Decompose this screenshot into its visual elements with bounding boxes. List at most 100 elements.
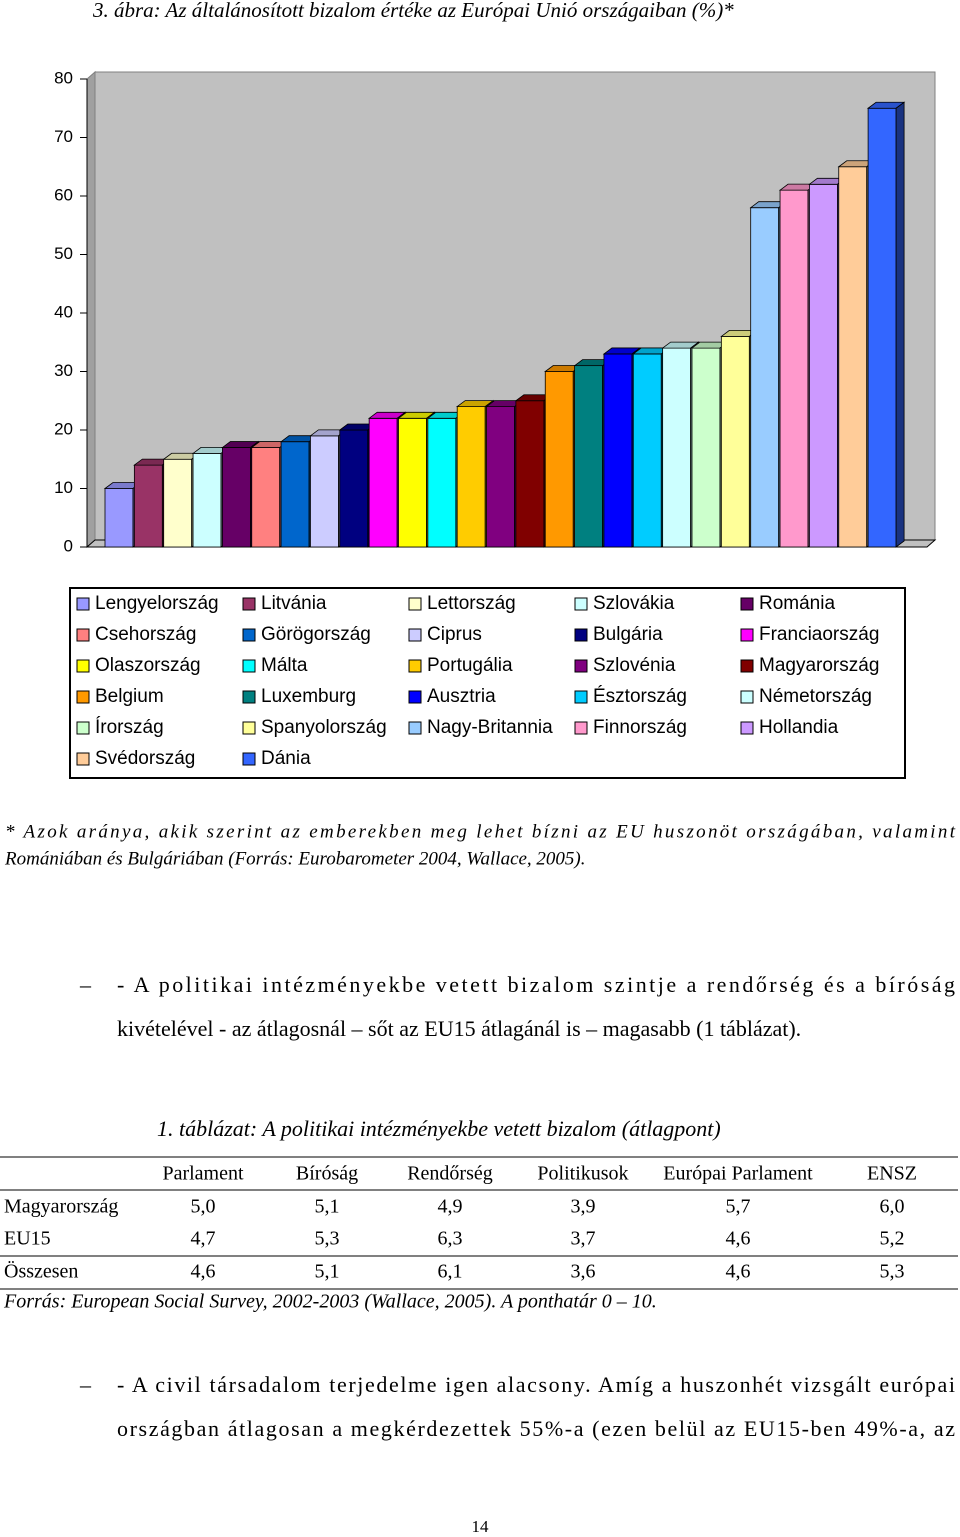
chart-title: 3. ábra: Az általánosított bizalom érték… <box>92 0 734 22</box>
legend-swatch <box>574 721 588 735</box>
legend-swatch <box>76 721 90 735</box>
legend-swatch <box>740 690 754 704</box>
bar <box>867 107 897 548</box>
table-cell: 5,2 <box>880 1228 905 1250</box>
bar <box>574 365 603 548</box>
note: * Azok aránya, akik szerint az emberekbe… <box>4 821 956 869</box>
legend-swatch <box>76 752 90 766</box>
table-cell: 5,7 <box>726 1196 751 1218</box>
bar <box>632 353 662 548</box>
y-tick-label: 70 <box>54 127 73 146</box>
legend-swatch <box>574 628 588 642</box>
bar <box>691 347 721 548</box>
y-tick-label: 50 <box>54 244 73 263</box>
paragraph-line: - A civil társadalom terjedelme igen ala… <box>117 1372 955 1397</box>
row-label: EU15 <box>4 1228 51 1250</box>
bar <box>809 183 838 548</box>
y-tick-label: 60 <box>54 185 73 204</box>
y-tick-label: 30 <box>54 361 73 380</box>
legend-label: Magyarország <box>759 655 879 676</box>
bar <box>251 447 281 548</box>
bar <box>104 488 134 548</box>
row-label: Összesen <box>4 1260 78 1283</box>
paragraph: – - A civil társadalom terjedelme igen a… <box>79 1372 955 1441</box>
bar <box>750 207 780 548</box>
bar <box>221 447 251 548</box>
bar <box>133 464 163 548</box>
legend-swatch <box>740 659 754 673</box>
bar <box>339 429 369 548</box>
paragraph-line: kivételével - az átlagosnál – sőt az EU1… <box>117 1016 801 1041</box>
legend-swatch <box>242 752 256 766</box>
y-tick-label: 0 <box>64 536 73 555</box>
legend-label: Finnország <box>593 717 687 738</box>
table-cell: 4,7 <box>191 1228 216 1250</box>
legend-swatch <box>408 659 422 673</box>
table-header: Rendőrség <box>407 1163 493 1185</box>
bar <box>544 371 574 548</box>
bar <box>838 166 868 548</box>
legend-label: Dánia <box>261 748 311 769</box>
legend-swatch <box>408 628 422 642</box>
legend-label: Németország <box>759 686 872 707</box>
bar <box>486 406 515 548</box>
legend-label: Lengyelország <box>95 593 219 614</box>
note-line: Romániában és Bulgáriában (Forrás: Eurob… <box>4 848 586 869</box>
table-header: Európai Parlament <box>663 1163 813 1185</box>
table-cell: 6,3 <box>438 1228 463 1250</box>
legend-label: Franciaország <box>759 624 879 645</box>
table-header: Bíróság <box>296 1163 358 1185</box>
table-cell: 4,6 <box>726 1261 751 1283</box>
table-header: Politikusok <box>537 1163 628 1185</box>
legend-label: Spanyolország <box>261 717 387 738</box>
table: 1. táblázat: A politikai intézményekbe v… <box>0 1116 958 1313</box>
table-cell: 4,6 <box>191 1261 216 1283</box>
legend-swatch <box>408 721 422 735</box>
legend-swatch <box>408 597 422 611</box>
legend-label: Észtország <box>593 686 687 707</box>
legend-swatch <box>740 597 754 611</box>
legend-swatch <box>242 659 256 673</box>
paragraph-line: - A politikai intézményekbe vetett bizal… <box>117 972 955 997</box>
table-cell: 4,9 <box>438 1196 463 1218</box>
bar <box>310 435 339 548</box>
y-tick-label: 20 <box>54 419 73 438</box>
legend-label: Svédország <box>95 748 195 769</box>
paragraph: – - A politikai intézményekbe vetett biz… <box>79 972 955 1041</box>
side-wall <box>86 70 96 549</box>
legend-label: Hollandia <box>759 717 839 738</box>
bar <box>427 417 457 548</box>
legend <box>69 587 906 779</box>
legend-label: Ausztria <box>427 686 496 707</box>
legend-label: Írország <box>95 717 164 738</box>
bar <box>456 406 486 548</box>
legend-swatch <box>740 628 754 642</box>
bar <box>779 189 809 548</box>
table-cell: 5,0 <box>191 1196 216 1218</box>
bullet: – <box>79 1372 92 1397</box>
y-tick-label: 10 <box>54 478 73 497</box>
table-source: Forrás: European Social Survey, 2002-200… <box>3 1291 657 1313</box>
note-line: * Azok aránya, akik szerint az emberekbe… <box>5 821 956 842</box>
legend-label: Málta <box>261 655 308 676</box>
table-cell: 3,6 <box>571 1261 596 1283</box>
table-header: ENSZ <box>867 1163 917 1185</box>
table-header: Parlament <box>162 1163 244 1185</box>
table-cell: 6,1 <box>438 1261 463 1283</box>
legend-swatch <box>740 721 754 735</box>
legend-label: Nagy-Britannia <box>427 717 553 738</box>
legend-swatch <box>242 690 256 704</box>
bar <box>662 347 692 548</box>
legend-label: Olaszország <box>95 655 201 676</box>
bar <box>515 400 545 548</box>
legend-swatch <box>76 659 90 673</box>
table-cell: 5,1 <box>315 1261 340 1283</box>
bar <box>398 417 427 548</box>
legend-swatch <box>242 597 256 611</box>
legend-swatch <box>76 628 90 642</box>
bullet: – <box>79 972 92 997</box>
legend-swatch <box>574 597 588 611</box>
legend-swatch <box>574 690 588 704</box>
legend-label: Románia <box>759 593 835 614</box>
